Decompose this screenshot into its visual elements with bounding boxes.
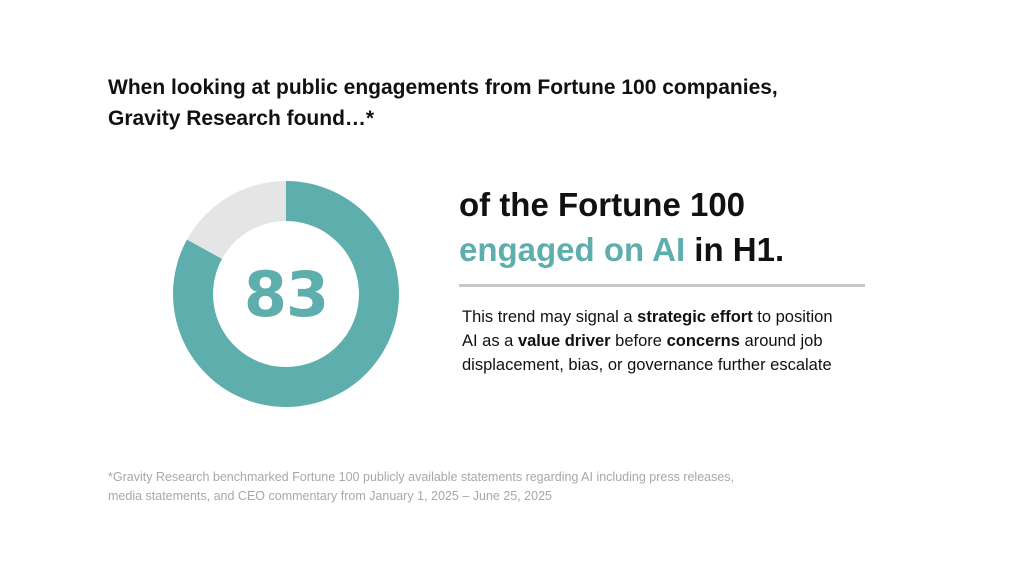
stat-title-line-1: of the Fortune 100: [459, 186, 746, 223]
body-line-2: AI as a value driver before concerns aro…: [462, 329, 902, 353]
stat-title-line-2: engaged on AI in H1.: [459, 227, 919, 272]
body-line-3: displacement, bias, or governance furthe…: [462, 356, 832, 374]
body-concerns: concerns: [666, 332, 740, 350]
stat-title-rest: in H1.: [685, 231, 785, 268]
donut-center-value: 83: [243, 257, 329, 331]
body-l2-a: AI as a: [462, 332, 518, 350]
donut-svg: [173, 181, 399, 407]
body-value-driver: value driver: [517, 332, 611, 350]
stat-title: of the Fortune 100 engaged on AI in H1.: [459, 182, 919, 272]
body-strategic-effort: strategic effort: [637, 308, 753, 326]
body-l1-a: This trend may signal a: [462, 308, 638, 326]
footnote-line-2: media statements, and CEO commentary fro…: [108, 489, 552, 503]
footnote-line-1: *Gravity Research benchmarked Fortune 10…: [108, 470, 735, 484]
body-l2-e: around job: [739, 332, 823, 350]
donut-slice-engaged: [173, 181, 399, 407]
headline-line-1: When looking at public engagements from …: [108, 76, 778, 99]
donut-chart: 83: [173, 181, 399, 407]
body-l1-c: to position: [752, 308, 833, 326]
stat-highlight: engaged on AI: [459, 231, 686, 268]
body-text: This trend may signal a strategic effort…: [462, 305, 902, 377]
headline: When looking at public engagements from …: [108, 72, 928, 134]
donut-slice-remainder: [186, 181, 286, 259]
footnote: *Gravity Research benchmarked Fortune 10…: [108, 468, 868, 506]
body-l2-c: before: [610, 332, 667, 350]
divider: [459, 284, 865, 287]
headline-line-2: Gravity Research found…*: [108, 107, 375, 130]
body-line-1: This trend may signal a strategic effort…: [462, 305, 902, 329]
